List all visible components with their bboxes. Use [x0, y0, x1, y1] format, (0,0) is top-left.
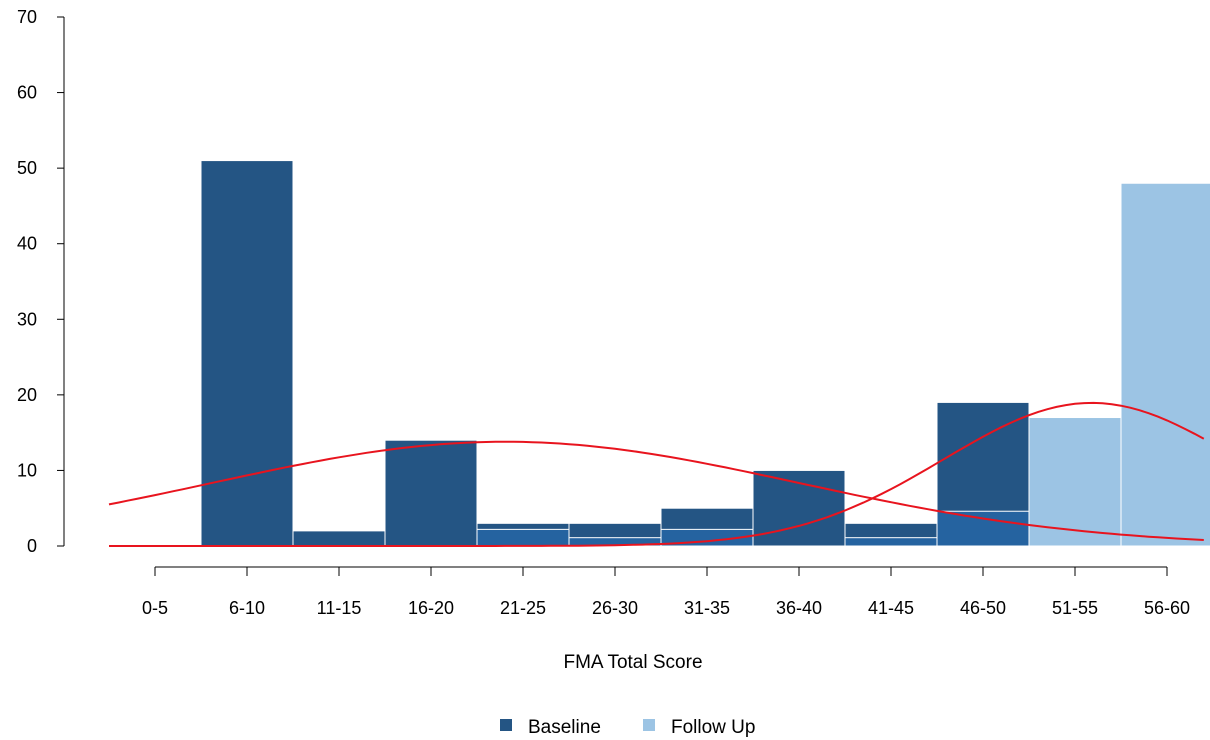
- legend-swatch-follow-up: [643, 719, 655, 731]
- x-axis-title: FMA Total Score: [563, 652, 702, 673]
- x-tick-label-51-55: 51-55: [1052, 598, 1098, 618]
- bar-overlap-21-25: [476, 528, 570, 547]
- legend-swatch-baseline: [500, 719, 512, 731]
- legend-label-baseline: Baseline: [528, 717, 601, 738]
- y-tick-label-50: 50: [17, 158, 37, 178]
- density-curve-baseline: [108, 440, 1204, 541]
- x-tick-label-16-20: 16-20: [408, 598, 454, 618]
- legend-label-follow-up: Follow Up: [671, 717, 755, 738]
- bar-overlap-46-50: [936, 510, 1030, 547]
- x-tick-label-6-10: 6-10: [229, 598, 265, 618]
- bar-baseline-16-20: [384, 439, 478, 547]
- bar-baseline-6-10: [200, 160, 294, 547]
- y-tick-label-60: 60: [17, 83, 37, 103]
- y-tick-label-30: 30: [17, 309, 37, 329]
- bar-overlap-41-45: [844, 537, 938, 547]
- x-tick-label-31-35: 31-35: [684, 598, 730, 618]
- x-axis: 0-5 6-10 11-15 16-20 21-25 26-30 31-35 36-40 41-…: [142, 566, 1190, 618]
- bar-follow-up-56-60: [1120, 182, 1210, 547]
- y-tick-label-0: 0: [27, 536, 37, 556]
- x-tick-label-41-45: 41-45: [868, 598, 914, 618]
- x-tick-label-26-30: 26-30: [592, 598, 638, 618]
- x-tick-label-56-60: 56-60: [1144, 598, 1190, 618]
- x-tick-label-0-5: 0-5: [142, 598, 168, 618]
- bar-follow-up-51-55: [1028, 417, 1122, 547]
- y-tick-label-20: 20: [17, 385, 37, 405]
- density-curves: [108, 401, 1205, 547]
- x-tick-label-36-40: 36-40: [776, 598, 822, 618]
- y-tick-label-70: 70: [17, 7, 37, 27]
- bar-baseline-36-40: [752, 469, 846, 547]
- bars-layer: [200, 160, 1210, 547]
- y-axis: 0 10 20 30 40 50 60 70: [17, 7, 65, 556]
- y-tick-label-10: 10: [17, 460, 37, 480]
- density-curve-follow-up: [109, 401, 1205, 547]
- legend: Baseline Follow Up: [500, 717, 755, 738]
- bar-baseline-11-15: [292, 530, 386, 547]
- y-tick-label-40: 40: [17, 234, 37, 254]
- x-tick-label-11-15: 11-15: [317, 598, 362, 618]
- x-tick-label-21-25: 21-25: [500, 598, 546, 618]
- x-tick-label-46-50: 46-50: [960, 598, 1006, 618]
